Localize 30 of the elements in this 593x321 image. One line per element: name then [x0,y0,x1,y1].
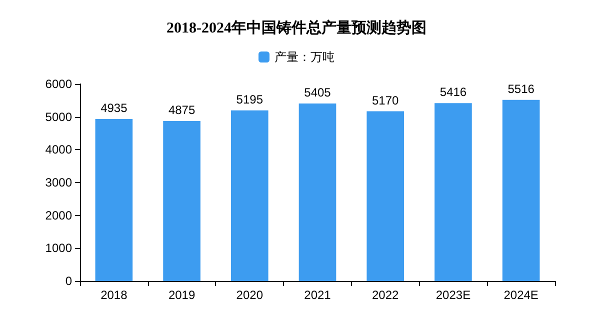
y-tick-label: 3000 [45,176,72,190]
chart-title: 2018-2024年中国铸件总产量预测趋势图 [166,20,426,36]
y-tick-label: 5000 [45,110,72,124]
data-label: 5516 [508,82,535,96]
bar [95,118,133,281]
x-tick-label: 2018 [100,288,128,302]
data-label: 5416 [440,85,467,100]
y-tick-label: 1000 [45,241,72,256]
bar [434,103,472,281]
data-label: 5170 [372,93,400,108]
x-tick-label: 2021 [304,288,332,302]
y-tick-label: 2000 [45,208,72,222]
bar [502,100,540,281]
x-tick-label: 2024E [504,288,538,302]
data-label: 5195 [236,92,264,106]
x-tick-label: 2022 [372,288,400,302]
data-label: 4875 [168,102,196,117]
y-tick-label: 4000 [45,142,72,157]
bar [298,104,336,281]
bar [366,111,404,281]
x-tick-label: 2023E [436,288,471,302]
y-tick-label: 6000 [45,77,72,91]
x-tick-label: 2020 [236,288,264,302]
bar [163,120,200,281]
data-label: 5405 [304,86,332,100]
data-label: 4935 [100,100,128,115]
y-tick-label: 0 [65,274,72,288]
legend-label: 产量：万吨 [274,50,334,64]
bar [230,110,268,281]
x-tick-label: 2019 [168,288,196,302]
